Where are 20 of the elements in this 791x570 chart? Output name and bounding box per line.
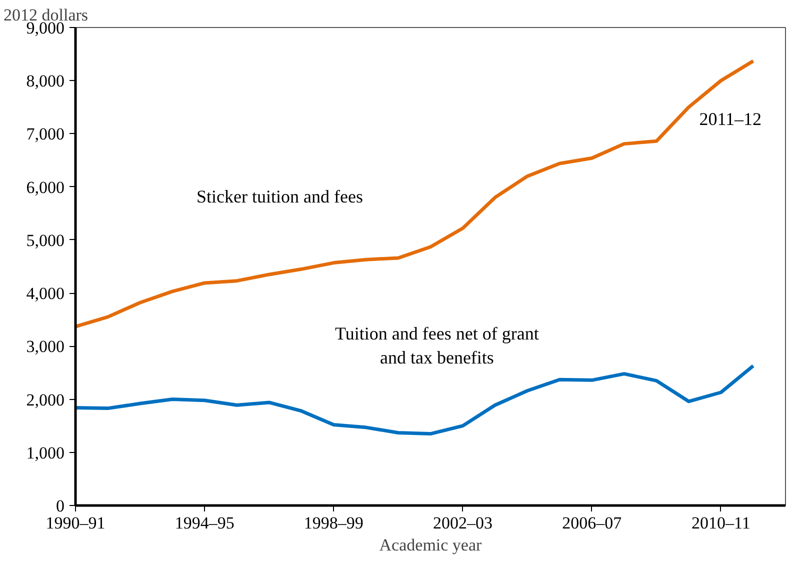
- y-tick-label: 6,000: [26, 178, 64, 197]
- y-tick-label: 1,000: [26, 443, 64, 462]
- text: Sticker tuition and fees: [196, 186, 363, 206]
- x-tick-label: 1998–99: [304, 514, 364, 532]
- y-tick-label: 0: [56, 496, 64, 516]
- y-tick-label: 5,000: [26, 230, 64, 250]
- x-tick-label: 1990–91: [46, 514, 106, 532]
- y-tick-label: 3,000: [26, 337, 64, 356]
- y-tick-label: 2,000: [26, 390, 64, 410]
- annotation: 2011–12: [699, 108, 762, 129]
- x-tick-label: 1994–95: [174, 514, 234, 532]
- x-tick-label: 2002–03: [433, 514, 493, 532]
- y-tick-label: 8,000: [26, 72, 64, 91]
- x-tick-label: 2010–11: [692, 514, 750, 532]
- line-series: [76, 364, 755, 436]
- series-label: Tuition and fees net of grant and tax benefits: [335, 324, 539, 368]
- y-tick-label: 4,000: [26, 284, 64, 304]
- x-axis-title: Academic year: [379, 536, 482, 554]
- x-tick-label: 2006–07: [562, 514, 622, 532]
- y-tick-label: 7,000: [26, 124, 64, 144]
